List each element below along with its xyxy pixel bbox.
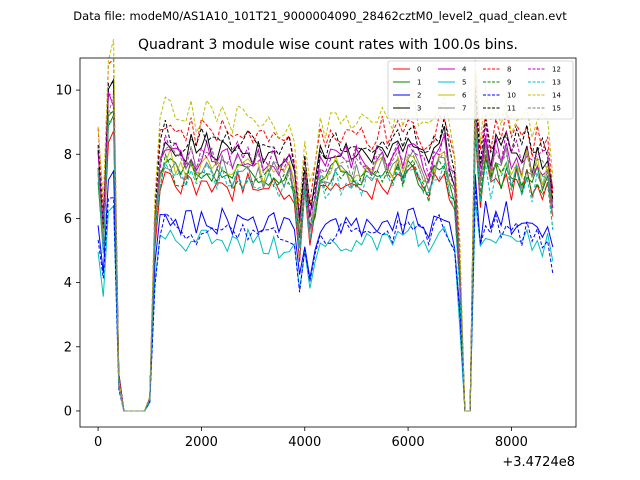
x-tick-label: 2000 xyxy=(185,435,218,450)
series-line-12 xyxy=(97,94,554,412)
legend-label-5: 5 xyxy=(462,79,466,87)
series-line-9 xyxy=(97,110,554,412)
y-tick-label: 0 xyxy=(64,404,72,419)
series-line-15 xyxy=(97,95,554,412)
legend-label-0: 0 xyxy=(417,66,421,74)
legend-label-6: 6 xyxy=(462,92,467,100)
series-line-2 xyxy=(97,169,554,412)
x-tick-label: 8000 xyxy=(495,435,528,450)
x-tick-label: 4000 xyxy=(288,435,321,450)
series-line-5 xyxy=(97,200,554,412)
series-line-13 xyxy=(97,120,554,412)
legend-label-4: 4 xyxy=(462,66,467,74)
y-axis: 0 2 4 6 8 10 xyxy=(55,84,80,419)
legend-label-2: 2 xyxy=(417,92,421,100)
x-tick-label: 0 xyxy=(94,435,102,450)
chart-title: Quadrant 3 module wise count rates with … xyxy=(138,37,518,53)
chart-suptitle: Data file: modeM0/AS1A10_101T21_90000040… xyxy=(73,9,567,23)
x-axis-offset-label: +3.4724e8 xyxy=(502,455,575,470)
legend-label-1: 1 xyxy=(417,79,421,87)
legend-label-7: 7 xyxy=(462,105,466,113)
y-tick-label: 10 xyxy=(55,84,72,99)
plot-area xyxy=(79,39,577,428)
plot-frame xyxy=(79,57,577,428)
y-tick-label: 2 xyxy=(64,340,72,355)
y-tick-label: 8 xyxy=(64,148,72,163)
y-tick-label: 4 xyxy=(64,276,72,291)
legend-label-3: 3 xyxy=(417,105,421,113)
legend-box xyxy=(387,60,574,120)
legend-label-12: 12 xyxy=(552,66,561,74)
legend-label-8: 8 xyxy=(507,66,511,74)
legend-label-14: 14 xyxy=(552,92,561,100)
legend-label-10: 10 xyxy=(507,92,516,100)
series-line-10 xyxy=(97,186,554,412)
legend-label-9: 9 xyxy=(507,79,511,87)
legend-label-11: 11 xyxy=(507,105,516,113)
x-tick-label: 6000 xyxy=(392,435,425,450)
y-tick-label: 6 xyxy=(64,212,72,227)
legend-label-13: 13 xyxy=(552,79,561,87)
legend-label-15: 15 xyxy=(552,105,561,113)
series-line-3 xyxy=(97,77,554,412)
x-axis: 0 2000 4000 6000 8000 xyxy=(94,427,528,450)
